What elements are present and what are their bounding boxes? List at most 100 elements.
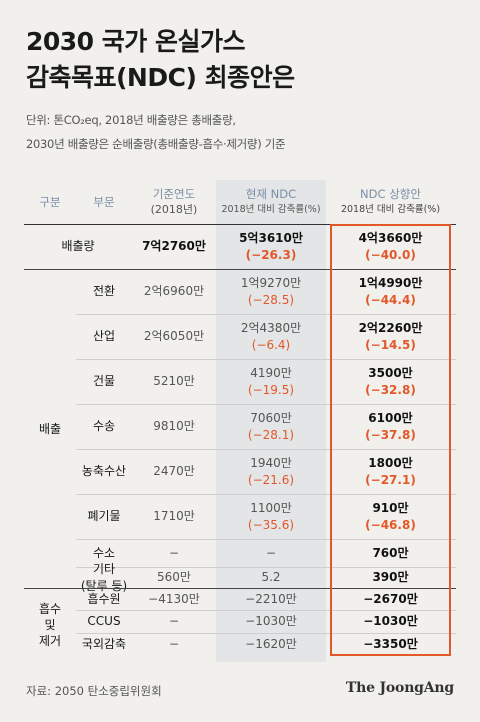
header-revised: NDC 상향안 2018년 대비 감축률(%) (340, 187, 441, 215)
total-revised-pct: (−40.0) (365, 247, 416, 262)
current-value: 1100만 (250, 500, 292, 515)
revised-value: −1030만 (363, 614, 418, 628)
ndc-revised-highlight-box (330, 224, 451, 656)
revised-value: 1억4990만 (358, 275, 423, 290)
total-revised: 4억3660만 (358, 230, 423, 245)
title-line-1: 2030 국가 온실가스 (26, 27, 245, 56)
header-group: 구분 (39, 195, 61, 209)
sector-label: 폐기물 (87, 509, 121, 523)
revised-value: −2670만 (363, 591, 418, 606)
unit-note: 단위: 톤CO₂eq, 2018년 배출량은 총배출량, 2030년 배출량은 … (26, 108, 286, 156)
revised-pct: (−37.8) (365, 427, 416, 442)
current-value: 5.2 (261, 570, 281, 584)
table-row: 건물 5210만 4190만 (−19.5) 3500만 (−32.8) (24, 359, 456, 404)
sector-label: 건물 (92, 374, 116, 388)
divider (76, 314, 456, 315)
current-value: 4190만 (250, 365, 292, 380)
base-value: −4130만 (148, 591, 200, 606)
sector-label: 산업 (92, 329, 116, 343)
current-value: 2억4380만 (240, 320, 302, 335)
base-value: 560만 (157, 570, 191, 584)
table-row: 산업 2억6050만 2억4380만 (−6.4) 2억2260만 (−14.5) (24, 314, 456, 359)
revised-value: 6100만 (368, 410, 413, 425)
page-title: 2030 국가 온실가스 감축목표(NDC) 최종안은 (26, 24, 295, 96)
divider (24, 588, 456, 589)
group-label-emissions: 배출 (38, 422, 62, 436)
base-value: 2억6960만 (143, 284, 205, 298)
revised-value: 390만 (372, 570, 409, 584)
group-label-absorption: 흡수 및 제거 (38, 602, 62, 648)
current-value: −2210만 (245, 591, 297, 606)
table-row: 수소 − − 760만 (24, 539, 456, 567)
divider (76, 494, 456, 495)
divider (76, 449, 456, 450)
total-current: 5억3610만 (239, 230, 303, 245)
sector-label: CCUS (87, 614, 121, 628)
divider (76, 610, 456, 611)
current-ndc-column-shade (216, 180, 326, 662)
base-value: − (168, 637, 180, 651)
base-value: 5210만 (153, 374, 195, 388)
table-row: 수송 9810만 7060만 (−28.1) 6100만 (−37.8) (24, 404, 456, 449)
sector-label: 국외감축 (81, 637, 127, 651)
table-row: 국외감축 − −1620만 −3350만 (24, 633, 456, 656)
current-pct: (−35.6) (247, 517, 295, 532)
current-value: 1940만 (250, 455, 292, 470)
base-value: 2470만 (153, 464, 195, 478)
current-pct: (−6.4) (251, 337, 291, 352)
unit-note-line-2: 2030년 배출량은 순배출량(총배출량-흡수·제거량) 기준 (26, 137, 286, 151)
sector-label: 수송 (92, 419, 116, 433)
divider (76, 633, 456, 634)
revised-value: 910만 (372, 500, 409, 515)
current-pct: (−28.5) (247, 292, 295, 307)
total-base: 7억2760만 (142, 239, 206, 253)
source-note: 자료: 2050 탄소중립위원회 (26, 684, 162, 698)
base-value: 9810만 (153, 419, 195, 433)
title-line-2: 감축목표(NDC) 최종안은 (26, 63, 295, 92)
revised-pct: (−27.1) (365, 472, 416, 487)
sector-label: 기타 (탈루 등) (80, 561, 128, 593)
current-value: −1620만 (245, 637, 297, 651)
base-value: 1710만 (153, 509, 195, 523)
sector-label: 수소 (92, 545, 116, 560)
revised-value: −3350만 (363, 637, 418, 651)
current-value: 7060만 (250, 410, 292, 425)
table-row: 전환 2억6960만 1억9270만 (−28.5) 1억4990만 (−44.4) (24, 269, 456, 314)
divider (76, 404, 456, 405)
revised-value: 1800만 (368, 455, 413, 470)
table-row: 기타 (탈루 등) 560만 5.2 390만 (24, 561, 456, 593)
header-current: 현재 NDC 2018년 대비 감축률(%) (221, 187, 321, 215)
unit-note-line-1: 단위: 톤CO₂eq, 2018년 배출량은 총배출량, (26, 113, 236, 127)
revised-pct: (−32.8) (365, 382, 416, 397)
divider (76, 567, 456, 568)
current-pct: (−21.6) (247, 472, 295, 487)
base-value: − (168, 614, 180, 628)
sector-label: 전환 (92, 284, 116, 298)
total-current-pct: (−26.3) (245, 247, 297, 262)
publisher-logo: The JoongAng (345, 680, 454, 696)
revised-pct: (−44.4) (365, 292, 416, 307)
table-row: 농축수산 2470만 1940만 (−21.6) 1800만 (−27.1) (24, 449, 456, 494)
revised-pct: (−14.5) (365, 337, 416, 352)
current-pct: (−19.5) (247, 382, 295, 397)
table-row: 흡수원 −4130만 −2210만 −2670만 (24, 588, 456, 610)
header-base: 기준연도 (2018년) (150, 187, 198, 216)
current-pct: (−28.1) (247, 427, 295, 442)
table-row-total: 배출량 7억2760만 5억3610만 (−26.3) 4억3660만 (−40… (24, 224, 456, 269)
header-divider (24, 224, 456, 225)
sector-label: 농축수산 (81, 464, 127, 478)
header-sector: 부문 (93, 195, 115, 209)
base-value: 2억6050만 (143, 329, 205, 343)
divider (76, 359, 456, 360)
revised-value: 2억2260만 (358, 320, 423, 335)
divider (76, 539, 456, 540)
ndc-table: 구분 부문 기준연도 (2018년) 현재 NDC 2018년 대비 감축률(%… (24, 180, 456, 662)
total-label: 배출량 (61, 239, 95, 253)
table-row: CCUS − −1030만 −1030만 (24, 610, 456, 633)
current-value: 1억9270만 (240, 275, 302, 290)
revised-pct: (−46.8) (365, 517, 416, 532)
sector-label: 흡수원 (87, 591, 121, 606)
table-header: 구분 부문 기준연도 (2018년) 현재 NDC 2018년 대비 감축률(%… (24, 180, 456, 224)
current-value: − (265, 545, 277, 560)
revised-value: 760만 (372, 545, 409, 560)
